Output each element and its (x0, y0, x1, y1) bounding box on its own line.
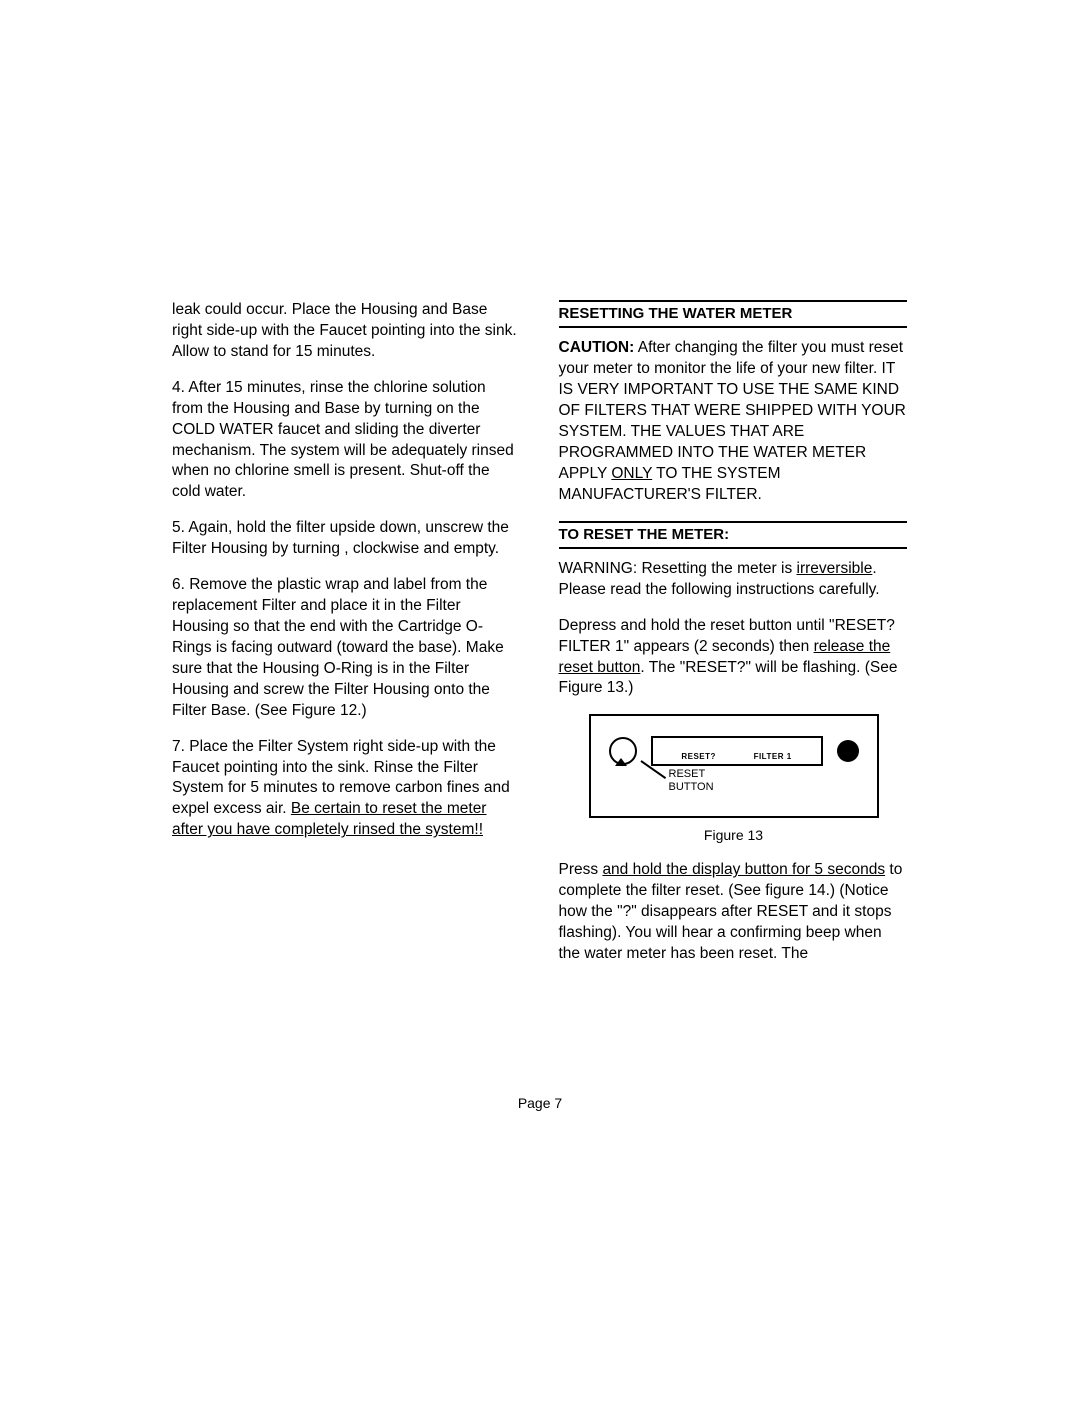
warning-text-a: WARNING: Resetting the meter is (559, 560, 797, 577)
figure-13-box: RESET? FILTER 1 RESET BUTTON (589, 714, 879, 818)
press-hold-underline: and hold the display button for 5 second… (602, 861, 885, 878)
paragraph-step4: 4. After 15 minutes, rinse the chlorine … (172, 378, 521, 504)
paragraph-press-hold: Press and hold the display button for 5 … (559, 860, 908, 965)
display-button-icon (837, 740, 859, 762)
heading-to-reset: TO RESET THE METER: (559, 521, 908, 549)
meter-display: RESET? FILTER 1 (609, 736, 859, 766)
paragraph-leak: leak could occur. Place the Housing and … (172, 300, 521, 363)
caution-label: CAUTION: (559, 339, 635, 356)
lcd-screen: RESET? FILTER 1 (651, 736, 823, 766)
paragraph-step6: 6. Remove the plastic wrap and label fro… (172, 575, 521, 721)
figure-13-caption: Figure 13 (589, 826, 879, 845)
left-column: leak could occur. Place the Housing and … (172, 300, 521, 980)
page-content: leak could occur. Place the Housing and … (172, 300, 907, 980)
paragraph-step5: 5. Again, hold the filter upside down, u… (172, 518, 521, 560)
paragraph-step7: 7. Place the Filter System right side-up… (172, 737, 521, 842)
warning-irreversible: irreversible (797, 560, 873, 577)
caution-only: ONLY (611, 465, 652, 482)
lcd-reset-text: RESET? (681, 752, 716, 763)
reset-button-label: RESET BUTTON (669, 768, 714, 792)
right-column: RESETTING THE WATER METER CAUTION: After… (559, 300, 908, 980)
page-number: Page 7 (0, 1095, 1080, 1111)
press-text-a: Press (559, 861, 603, 878)
paragraph-caution: CAUTION: After changing the filter you m… (559, 338, 908, 505)
heading-resetting: RESETTING THE WATER METER (559, 300, 908, 328)
lcd-filter-text: FILTER 1 (754, 752, 792, 763)
arrow-head-icon (615, 758, 627, 766)
caution-text-a: After changing the filter you must reset… (559, 339, 906, 482)
paragraph-warning: WARNING: Resetting the meter is irrevers… (559, 559, 908, 601)
paragraph-depress: Depress and hold the reset button until … (559, 616, 908, 700)
